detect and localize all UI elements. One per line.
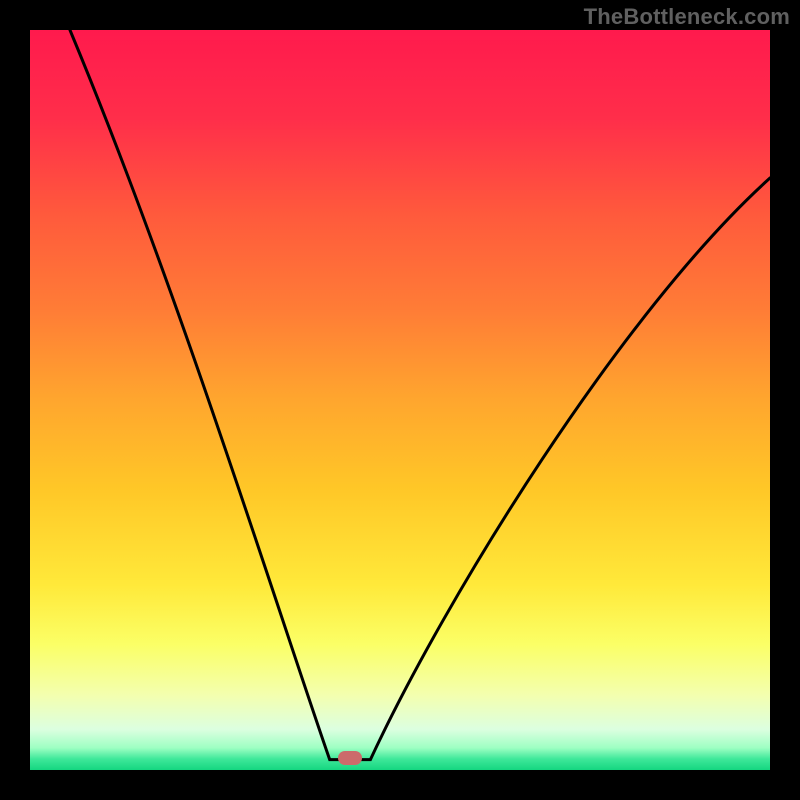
chart-container: TheBottleneck.com bbox=[0, 0, 800, 800]
optimal-point-marker bbox=[338, 751, 362, 765]
watermark-text: TheBottleneck.com bbox=[584, 4, 790, 30]
bottleneck-curve-path bbox=[70, 30, 770, 760]
bottleneck-curve bbox=[30, 30, 770, 770]
plot-area bbox=[30, 30, 770, 770]
